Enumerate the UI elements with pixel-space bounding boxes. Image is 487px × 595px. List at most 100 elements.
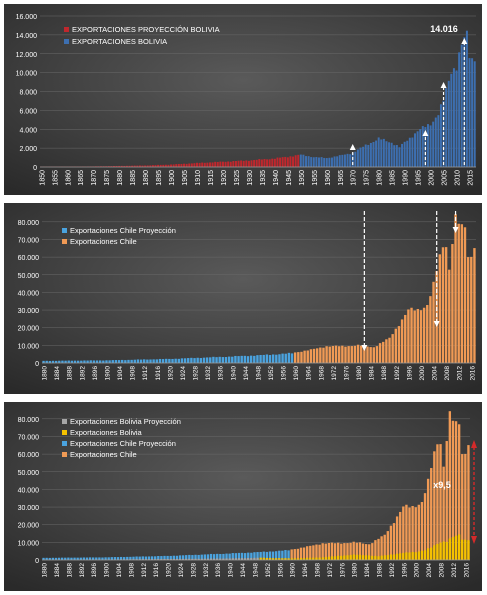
bar-bolivia-projection xyxy=(209,558,213,560)
bar-bolivia-projection xyxy=(271,158,274,167)
bar-chile xyxy=(451,244,454,363)
bar-bolivia-projection xyxy=(276,157,279,167)
bar-bolivia xyxy=(434,117,437,167)
bar-bolivia-projection xyxy=(149,165,152,167)
bar-bolivia-projection xyxy=(157,164,160,167)
x-tick-label: 1892 xyxy=(79,366,86,381)
x-tick-label: 2000 xyxy=(419,366,426,381)
bar-chile-projection xyxy=(205,357,209,363)
bar-bolivia xyxy=(450,73,453,167)
y-tick-label: 12.000 xyxy=(16,52,38,59)
bar-bolivia xyxy=(271,558,275,560)
bar-chile-projection xyxy=(117,360,121,363)
bar-chile xyxy=(315,544,318,560)
bar-bolivia xyxy=(411,137,414,167)
bar-bolivia xyxy=(320,157,323,167)
legend-label: Exportaciones Bolivia xyxy=(70,428,143,437)
y-tick-label: 6.000 xyxy=(19,108,37,115)
bar-bolivia-projection xyxy=(247,557,250,560)
bar-bolivia xyxy=(408,552,411,560)
bar-chile xyxy=(296,548,300,560)
x-tick-label: 1935 xyxy=(260,170,267,186)
bar-bolivia-projection xyxy=(212,558,216,560)
x-tick-label: 1940 xyxy=(273,170,280,186)
bar-bolivia-projection xyxy=(120,165,123,167)
legend-label: EXPORTACIONES BOLIVIA xyxy=(72,37,167,46)
bar-chile xyxy=(340,543,343,560)
bar-chile xyxy=(377,538,380,560)
x-tick-label: 1992 xyxy=(394,366,401,381)
bar-bolivia xyxy=(299,154,302,167)
bar-chile xyxy=(353,345,357,363)
x-tick-label: 1932 xyxy=(205,366,212,381)
bar-chile-projection xyxy=(200,554,203,560)
bar-chile xyxy=(457,424,461,560)
bar-bolivia xyxy=(398,147,401,167)
bar-bolivia xyxy=(343,555,346,560)
bar-chile xyxy=(388,337,391,363)
bar-bolivia xyxy=(299,558,303,560)
x-tick-label: 2015 xyxy=(468,170,475,186)
bar-bolivia xyxy=(392,554,396,560)
bar-bolivia xyxy=(405,552,408,560)
x-tick-label: 1900 xyxy=(104,563,111,578)
x-tick-label: 1915 xyxy=(208,170,215,186)
bar-bolivia xyxy=(324,557,327,560)
bar-bolivia xyxy=(337,555,340,560)
bar-bolivia-projection xyxy=(194,558,197,560)
bar-chile-projection xyxy=(51,557,55,560)
arrow-head xyxy=(361,345,368,351)
bar-bolivia xyxy=(390,142,393,167)
bar-chile-projection xyxy=(76,557,79,560)
x-tick-label: 1955 xyxy=(312,170,319,186)
bar-chile xyxy=(397,326,401,363)
bar-bolivia-projection xyxy=(243,558,247,560)
bar-bolivia xyxy=(367,144,370,167)
bar-chile-projection xyxy=(42,360,45,363)
bar-bolivia xyxy=(468,58,471,167)
bar-chile xyxy=(429,296,432,363)
bar-chile-projection xyxy=(60,557,64,560)
bar-chile xyxy=(414,507,417,560)
bar-chile xyxy=(318,544,321,560)
x-tick-label: 1924 xyxy=(180,366,187,381)
bar-bolivia-projection xyxy=(115,165,118,167)
x-tick-label: 1880 xyxy=(42,563,49,578)
bar-chile-projection xyxy=(243,355,247,363)
bar-chile-projection xyxy=(215,357,218,363)
bar-bolivia-projection xyxy=(253,557,256,560)
bar-chile-projection xyxy=(157,556,160,560)
bar-chile-projection xyxy=(256,355,259,363)
x-tick-label: 1936 xyxy=(218,366,225,381)
bar-bolivia xyxy=(383,555,386,560)
bar-bolivia xyxy=(467,540,470,560)
bar-bolivia-projection xyxy=(234,161,237,167)
bar-chile-projection xyxy=(284,550,287,560)
bar-bolivia xyxy=(346,555,349,560)
bar-chile-projection xyxy=(111,360,114,363)
bar-bolivia-projection xyxy=(240,160,243,167)
bar-chile xyxy=(430,468,433,560)
bar-chile-projection xyxy=(222,553,225,560)
bar-bolivia xyxy=(420,550,424,560)
bar-chile xyxy=(299,547,303,560)
x-tick-label: 1944 xyxy=(243,366,250,381)
x-tick-label: 1880 xyxy=(42,366,49,381)
bar-chile-projection xyxy=(92,360,96,363)
bar-chile-projection xyxy=(228,553,231,560)
bar-chile xyxy=(319,347,322,363)
bar-bolivia-projection xyxy=(256,557,259,560)
legend-label: EXPORTACIONES PROYECCIÓN BOLIVIA xyxy=(72,25,220,34)
bar-chile-projection xyxy=(250,552,253,560)
bar-chile-projection xyxy=(206,554,210,560)
bar-bolivia-projection xyxy=(177,163,180,167)
bar-bolivia xyxy=(358,554,362,560)
x-tick-label: 1945 xyxy=(286,170,293,186)
bar-chile xyxy=(467,445,470,560)
bar-chile-projection xyxy=(105,360,108,363)
bar-bolivia-projection xyxy=(216,161,219,167)
bar-bolivia xyxy=(330,157,333,167)
bar-chile xyxy=(331,345,335,363)
bar-bolivia xyxy=(328,157,331,167)
bar-bolivia-projection xyxy=(146,165,149,167)
